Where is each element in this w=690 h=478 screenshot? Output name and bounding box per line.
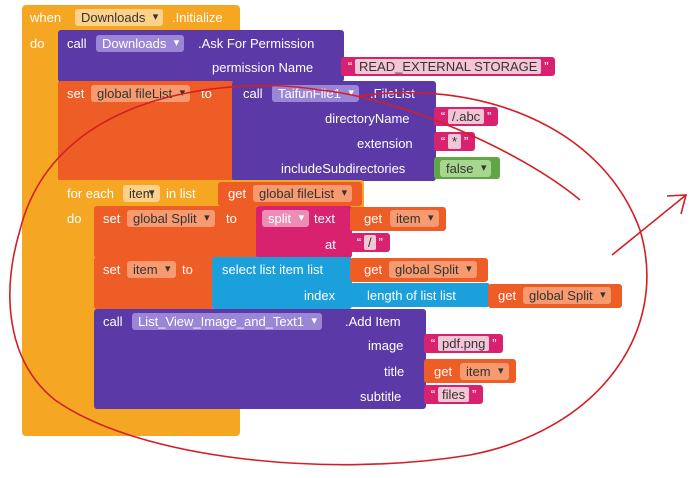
permission-value[interactable]: READ_EXTERNAL STORAGE <box>355 59 542 74</box>
ask-method: .Ask For Permission <box>198 36 315 51</box>
when-label: when <box>30 10 62 25</box>
get-item-label: get <box>364 211 383 226</box>
get-title-item-dropdown[interactable]: item <box>460 363 509 380</box>
event-name: .Initialize <box>172 10 223 25</box>
filelist-call-label: call <box>243 86 263 101</box>
add-item-method: .Add Item <box>345 314 401 329</box>
item-set-dropdown[interactable]: item <box>127 261 176 278</box>
to-label: to <box>201 86 212 101</box>
directory-value[interactable]: /.abc <box>448 109 485 124</box>
filelist-method: .FileList <box>370 86 415 101</box>
directory-string[interactable]: “/.abc” <box>434 107 499 126</box>
do-label: do <box>30 36 45 51</box>
extension-string[interactable]: “*” <box>434 132 476 151</box>
permission-string[interactable]: “READ_EXTERNAL STORAGE” <box>341 57 556 76</box>
image-label: image <box>368 338 404 353</box>
separator-value[interactable]: / <box>364 235 376 250</box>
get-split-dropdown-2[interactable]: global Split <box>523 287 611 304</box>
set-label: set <box>67 86 85 101</box>
call-label: call <box>67 36 87 51</box>
split-var-dropdown[interactable]: global Split <box>127 210 215 227</box>
get-split-label-2: get <box>498 288 517 303</box>
set-split-to: to <box>226 211 237 226</box>
ask-component-dropdown[interactable]: Downloads <box>96 35 185 52</box>
get-title-label: get <box>434 364 453 379</box>
false-dropdown[interactable]: false <box>440 160 492 177</box>
get-label: get <box>228 186 247 201</box>
get-item-dropdown[interactable]: item <box>390 210 439 227</box>
subtitle-label: subtitle <box>360 389 402 404</box>
in-list-label: in list <box>166 186 196 201</box>
permission-name-label: permission Name <box>212 60 314 75</box>
set-split-label: set <box>103 211 121 226</box>
item-var-dropdown[interactable]: item <box>123 185 160 202</box>
subtitle-value[interactable]: files <box>438 387 470 402</box>
directory-name-label: directoryName <box>325 111 410 126</box>
select-list-item-label: select list item list <box>222 262 324 277</box>
event-component-dropdown[interactable]: Downloads <box>75 9 164 26</box>
split-text-label: text <box>314 211 335 226</box>
add-item-call-label: call <box>103 314 123 329</box>
image-value[interactable]: pdf.png <box>438 336 490 351</box>
separator-string[interactable]: “/” <box>350 233 390 252</box>
set-item-to: to <box>182 262 193 277</box>
for-do-label: do <box>67 211 82 226</box>
title-label: title <box>384 364 405 379</box>
index-label: index <box>304 288 336 303</box>
subtitle-string[interactable]: “files” <box>424 385 484 404</box>
split-dropdown[interactable]: split <box>262 210 310 227</box>
set-item-label: set <box>103 262 121 277</box>
get-split-label: get <box>364 262 383 277</box>
length-of-list-label: length of list list <box>367 288 456 303</box>
for-each-label: for each <box>67 186 114 201</box>
split-at-label: at <box>325 237 336 252</box>
include-subdirectories-label: includeSubdirectories <box>281 161 406 176</box>
extension-value[interactable]: * <box>448 134 462 149</box>
taifun-component-dropdown[interactable]: TaifunFile1 <box>272 85 359 102</box>
get-filelist-dropdown[interactable]: global fileList <box>253 185 353 202</box>
listview-component-dropdown[interactable]: List_View_Image_and_Text1 <box>132 313 322 330</box>
extension-label: extension <box>357 136 413 151</box>
get-split-dropdown[interactable]: global Split <box>389 261 477 278</box>
image-string[interactable]: “pdf.png” <box>424 334 504 353</box>
filelist-var-dropdown[interactable]: global fileList <box>91 85 191 102</box>
